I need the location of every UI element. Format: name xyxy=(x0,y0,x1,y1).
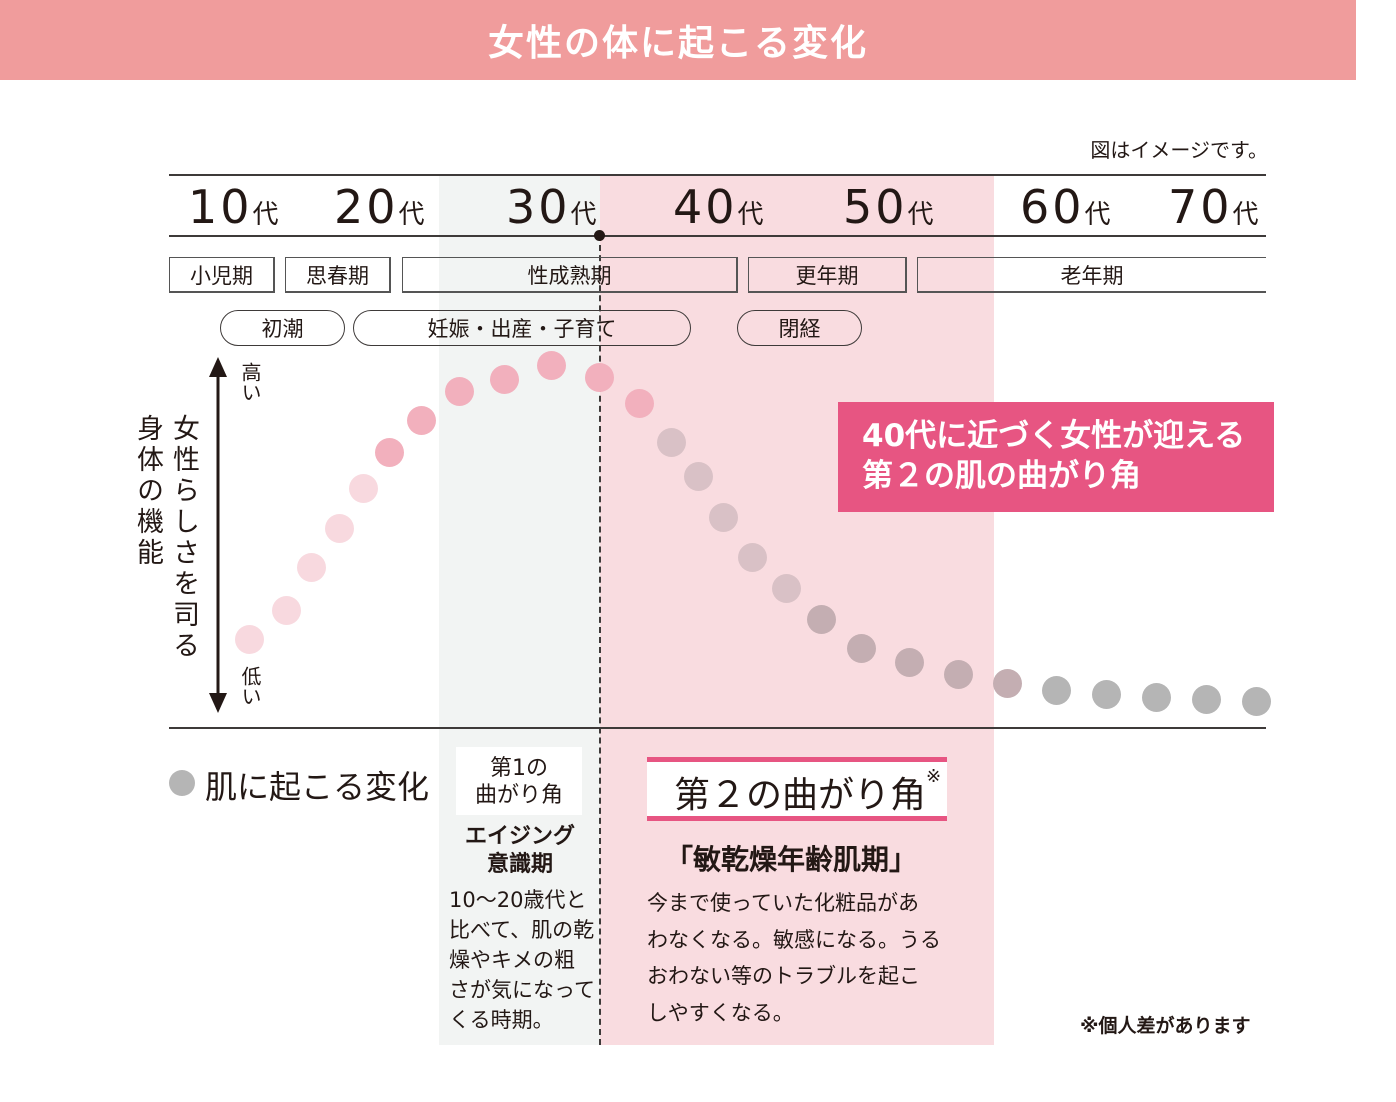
second-corner-heading: 「敏乾燥年齢肌期」 xyxy=(665,843,918,876)
second-corner-callout: 40代に近づく女性が迎える 第２の肌の曲がり角 xyxy=(838,402,1274,512)
skin-change-dot xyxy=(235,625,264,654)
event-menarche: 初潮 xyxy=(220,310,345,346)
decade-unit: 代 xyxy=(737,200,764,230)
y-axis-high: 高い xyxy=(238,362,262,402)
y-axis-label-femininity: 女性らしさを司る xyxy=(168,414,199,662)
body-line: おわない等のトラブルを起こ xyxy=(647,964,920,988)
first-corner-heading-line-1: エイジング xyxy=(464,824,575,849)
second-corner-zone xyxy=(600,175,994,1045)
y-axis-arrow xyxy=(209,357,227,713)
skin-change-dot xyxy=(1242,687,1271,716)
skin-change-dot xyxy=(993,669,1022,698)
event-pregnancy: 妊娠・出産・子育て xyxy=(353,310,691,346)
skin-change-dot xyxy=(490,365,519,394)
skin-change-dot xyxy=(1142,683,1171,712)
decade-number: 10 xyxy=(188,180,253,234)
footnote: ※個人差があります xyxy=(1080,1015,1251,1037)
body-line: 10〜20歳代と xyxy=(449,888,587,912)
decade-unit: 代 xyxy=(398,200,425,230)
decade-label: 10代 xyxy=(188,180,279,234)
decade-label: 70代 xyxy=(1168,180,1259,234)
first-corner-heading-line-2: 意識期 xyxy=(486,852,553,877)
y-axis-label-body: 身体の機能 xyxy=(132,414,163,569)
decade-number: 20 xyxy=(334,180,399,234)
y-axis-low: 低い xyxy=(238,666,262,706)
age-40-divider xyxy=(599,235,601,1045)
top-rule xyxy=(169,174,1266,176)
skin-change-dot xyxy=(709,503,738,532)
stage-menopause: 更年期 xyxy=(748,257,907,293)
decade-unit: 代 xyxy=(907,200,934,230)
body-line: さが気になって xyxy=(449,978,595,1002)
skin-change-dot xyxy=(349,474,378,503)
decade-number: 30 xyxy=(506,180,571,234)
body-line: 比べて、肌の乾 xyxy=(449,918,595,942)
skin-change-dot xyxy=(807,605,836,634)
decade-label: 40代 xyxy=(673,180,764,234)
second-corner-badge-text: 第２の曲がり角 xyxy=(674,775,927,816)
skin-change-dot xyxy=(272,596,301,625)
second-corner-badge: 第２の曲がり角※ xyxy=(647,757,947,821)
body-line: しやすくなる。 xyxy=(647,1000,794,1025)
skin-change-dot xyxy=(684,462,713,491)
event-menopause: 閉経 xyxy=(737,310,862,346)
first-corner-zone xyxy=(439,175,600,1045)
first-corner-body: 10〜20歳代と 比べて、肌の乾 燥やキメの粗 さが気になって くる時期。 xyxy=(449,885,599,1035)
first-corner-heading: エイジング 意識期 xyxy=(445,823,595,879)
body-line: わなくなる。敏感になる。うる xyxy=(647,927,941,952)
image-note: 図はイメージです。 xyxy=(1090,138,1268,162)
decade-label: 30代 xyxy=(506,180,597,234)
legend-label: 肌に起こる変化 xyxy=(205,768,430,806)
skin-change-dot xyxy=(297,553,326,582)
page-title: 女性の体に起こる変化 xyxy=(487,23,868,64)
skin-change-dot xyxy=(772,574,801,603)
stage-puberty: 思春期 xyxy=(285,257,391,293)
title-banner: 女性の体に起こる変化 xyxy=(0,0,1356,80)
skin-change-dot xyxy=(407,406,436,435)
baseline-rule xyxy=(169,727,1266,729)
divider-marker xyxy=(594,230,605,241)
skin-change-dot xyxy=(375,438,404,467)
stage-senescence: 老年期 xyxy=(917,257,1266,293)
body-line: 燥やキメの粗 xyxy=(449,948,575,972)
skin-change-dot xyxy=(944,660,973,689)
first-corner-badge-line-2: 曲がり角 xyxy=(474,783,563,808)
skin-change-dot xyxy=(325,514,354,543)
stage-maturity: 性成熟期 xyxy=(402,257,738,293)
skin-change-dot xyxy=(738,543,767,572)
decade-label: 50代 xyxy=(843,180,934,234)
skin-change-dot xyxy=(1092,680,1121,709)
decade-label: 20代 xyxy=(334,180,425,234)
decade-unit: 代 xyxy=(570,200,597,230)
decade-unit: 代 xyxy=(1084,200,1111,230)
decade-number: 70 xyxy=(1168,180,1233,234)
legend-dot-icon xyxy=(169,770,195,796)
body-line: 今まで使っていた化粧品があ xyxy=(647,891,919,915)
decade-unit: 代 xyxy=(252,200,279,230)
first-corner-badge: 第1の 曲がり角 xyxy=(456,747,582,815)
callout-line-2: 第２の肌の曲がり角 xyxy=(862,458,1141,494)
skin-change-dot xyxy=(895,648,924,677)
decade-unit: 代 xyxy=(1232,200,1259,230)
skin-change-dot xyxy=(585,363,614,392)
body-line: くる時期。 xyxy=(449,1008,554,1032)
skin-change-dot xyxy=(445,377,474,406)
callout-line-1: 40代に近づく女性が迎える xyxy=(862,418,1246,454)
decade-number: 50 xyxy=(843,180,908,234)
skin-change-dot xyxy=(625,389,654,418)
decade-rule xyxy=(169,235,1266,237)
decade-number: 40 xyxy=(673,180,738,234)
decade-label: 60代 xyxy=(1020,180,1111,234)
stage-childhood: 小児期 xyxy=(169,257,275,293)
decade-number: 60 xyxy=(1020,180,1085,234)
skin-change-dot xyxy=(847,634,876,663)
skin-change-dot xyxy=(1042,676,1071,705)
second-corner-body: 今まで使っていた化粧品があ わなくなる。敏感になる。うる おわない等のトラブルを起こ… xyxy=(647,885,957,1031)
footnote-mark: ※ xyxy=(926,766,942,787)
skin-change-dot xyxy=(537,351,566,380)
first-corner-badge-line-1: 第1の xyxy=(490,756,548,781)
skin-change-dot xyxy=(657,428,686,457)
skin-change-dot xyxy=(1192,685,1221,714)
